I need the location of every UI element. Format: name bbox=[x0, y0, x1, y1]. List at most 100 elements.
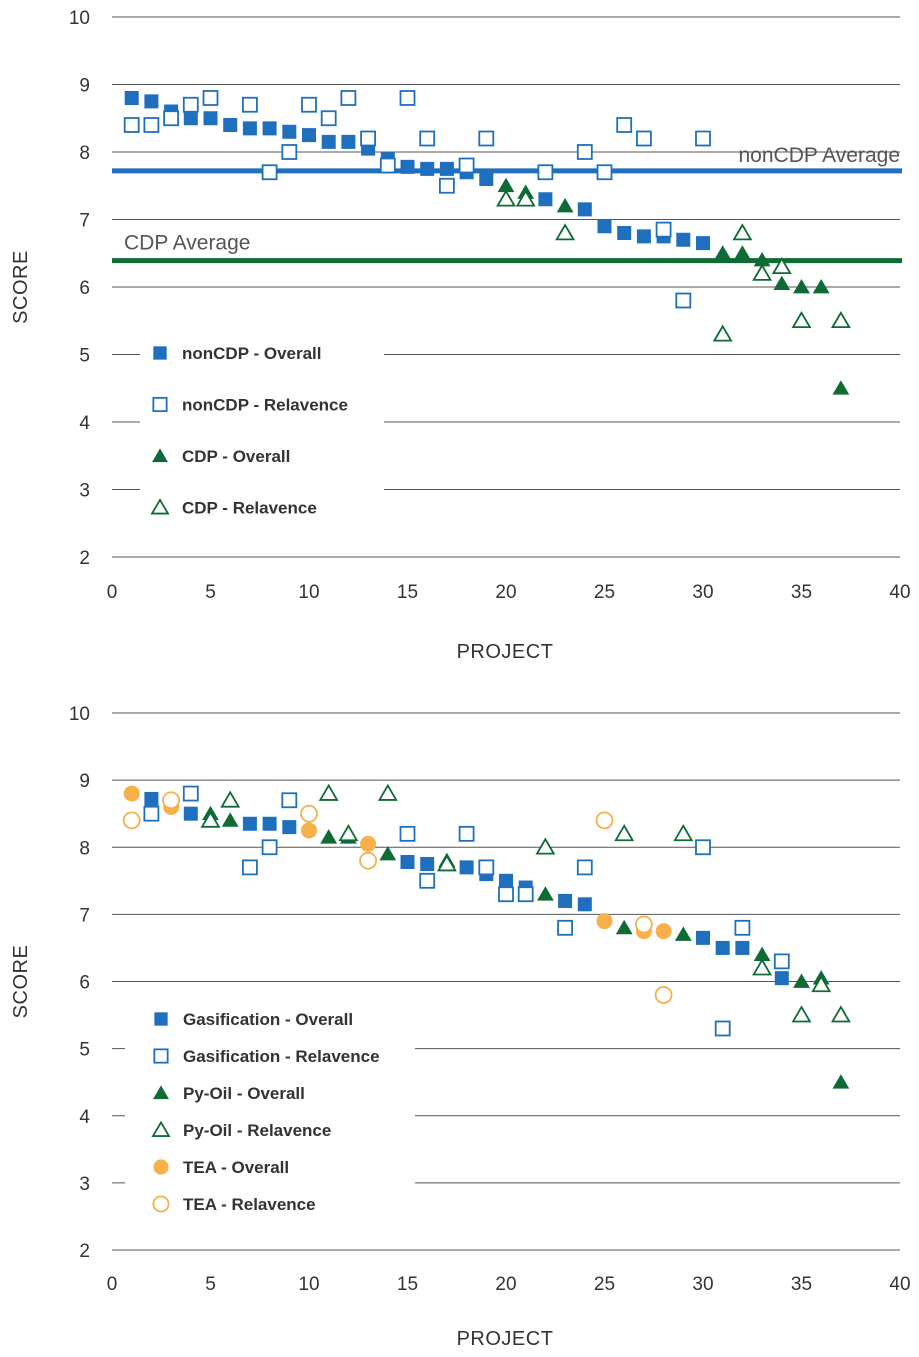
chart1-point-cdp-overall-9 bbox=[812, 279, 830, 294]
chart1-point-cdp-overall-1 bbox=[497, 177, 515, 193]
chart2-x-tick-10: 10 bbox=[298, 1274, 319, 1295]
chart1-legend-marker-cdp-relavence bbox=[150, 498, 170, 515]
chart2-point-gasification-overall-13 bbox=[577, 897, 592, 912]
chart1-point-noncdp-relavence-19 bbox=[537, 164, 554, 181]
chart2-point-gasification-relavence-14 bbox=[695, 839, 711, 856]
chart1-legend: nonCDP - Overall nonCDP - Relavence CDP - … bbox=[150, 344, 348, 518]
chart2-x-tick-15: 15 bbox=[397, 1274, 418, 1295]
chart2-point-gasification-relavence-11 bbox=[517, 886, 534, 903]
chart1-x-tick-20: 20 bbox=[495, 582, 516, 603]
chart2-point-py-oil-overall-9 bbox=[674, 926, 692, 941]
chart1-point-noncdp-relavence-6 bbox=[241, 96, 258, 113]
chart2-point-py-oil-relavence-12 bbox=[811, 975, 832, 993]
chart1-y-tick-10: 10 bbox=[69, 8, 90, 29]
chart-project-scores-technology: 2 3 4 5 6 7 8 9 10 0 5 10 15 20 25 30 35 40 PROJECT SCORE Ga… bbox=[10, 704, 911, 1350]
chart2-point-gasification-overall-15 bbox=[715, 940, 730, 955]
chart2-point-tea-relavence-7 bbox=[654, 986, 673, 1004]
chart1-y-tick-4: 4 bbox=[79, 413, 90, 434]
chart2-point-gasification-relavence-8 bbox=[458, 825, 475, 842]
chart2-point-tea-relavence-4 bbox=[359, 851, 378, 870]
chart2-point-py-oil-overall-11 bbox=[793, 973, 810, 988]
chart1-point-noncdp-relavence-3 bbox=[163, 110, 180, 127]
chart2-point-py-oil-relavence-10 bbox=[752, 958, 773, 976]
chart1-point-noncdp-overall-15 bbox=[400, 159, 415, 174]
chart2-point-gasification-relavence-7 bbox=[419, 872, 436, 889]
chart2-x-tick-20: 20 bbox=[495, 1274, 516, 1295]
chart2-point-py-oil-overall-5 bbox=[379, 845, 397, 861]
chart2-point-gasification-overall-16 bbox=[735, 940, 750, 955]
chart1-point-cdp-overall-8 bbox=[793, 279, 810, 294]
chart2-point-py-oil-relavence-4 bbox=[338, 824, 359, 842]
chart1-point-noncdp-relavence-25 bbox=[675, 292, 692, 309]
chart1-point-noncdp-overall-1 bbox=[124, 91, 139, 105]
chart1-x-axis-label: PROJECT bbox=[457, 641, 554, 663]
chart2-legend-label-gasification-relavence: Gasification - Relavence bbox=[183, 1047, 380, 1066]
chart1-point-noncdp-relavence-20 bbox=[576, 144, 593, 160]
chart2-legend-label-py-oil-relavence: Py-Oil - Relavence bbox=[183, 1121, 331, 1140]
chart2-point-gasification-relavence-15 bbox=[714, 1020, 731, 1037]
chart1-point-noncdp-relavence-21 bbox=[596, 164, 613, 181]
chart2-point-py-oil-overall-7 bbox=[537, 886, 554, 901]
chart2-point-gasification-overall-1 bbox=[144, 791, 159, 806]
chart2-point-gasification-overall-6 bbox=[400, 855, 415, 870]
chart1-point-noncdp-relavence-4 bbox=[182, 96, 199, 113]
chart2-y-tick-4: 4 bbox=[79, 1107, 90, 1128]
chart2-legend-marker-gasification-overall bbox=[154, 1012, 168, 1026]
chart1-point-cdp-relavence-6 bbox=[752, 263, 773, 281]
chart2-legend-marker-tea-overall bbox=[153, 1159, 169, 1175]
chart1-point-noncdp-overall-26 bbox=[676, 232, 691, 247]
chart1-y-tick-3: 3 bbox=[79, 481, 90, 502]
chart2-x-tick-35: 35 bbox=[791, 1274, 812, 1295]
chart2-point-gasification-relavence-10 bbox=[498, 886, 514, 903]
chart1-point-noncdp-overall-24 bbox=[636, 229, 651, 244]
chart1-series-cdp-overall bbox=[497, 177, 850, 395]
chart2-point-gasification-relavence-1 bbox=[143, 805, 160, 822]
chart2-point-tea-relavence-2 bbox=[162, 791, 181, 810]
chart2-point-gasification-relavence-6 bbox=[399, 825, 416, 842]
chart1-point-noncdp-relavence-10 bbox=[320, 110, 337, 127]
chart2-legend-label-py-oil-overall: Py-Oil - Overall bbox=[183, 1084, 305, 1103]
chart2-legend-marker-py-oil-overall bbox=[153, 1085, 169, 1100]
chart2-legend-label-tea-relavence: TEA - Relavence bbox=[183, 1195, 316, 1214]
chart2-point-tea-relavence-6 bbox=[635, 915, 653, 934]
chart2-point-gasification-overall-14 bbox=[696, 930, 710, 945]
chart-project-scores-cdp: 2 3 4 5 6 7 8 9 10 0 5 10 15 20 25 30 35 40 PROJECT SCORE no… bbox=[10, 8, 911, 663]
chart2-point-gasification-relavence-9 bbox=[478, 859, 495, 876]
chart2-point-gasification-overall-10 bbox=[499, 873, 513, 888]
chart1-legend-marker-noncdp-relavence bbox=[152, 396, 168, 413]
chart1-point-noncdp-overall-6 bbox=[223, 118, 238, 132]
chart2-point-tea-overall-7 bbox=[655, 923, 672, 940]
chart2-point-py-oil-overall-3 bbox=[320, 829, 338, 844]
chart1-point-cdp-relavence-7 bbox=[771, 256, 792, 275]
chart1-point-cdp-overall-7 bbox=[773, 275, 791, 291]
chart2-y-tick-10: 10 bbox=[69, 704, 90, 725]
chart1-point-cdp-relavence-9 bbox=[830, 310, 851, 329]
chart1-point-noncdp-overall-11 bbox=[321, 134, 336, 149]
chart1-point-cdp-relavence-2 bbox=[515, 189, 536, 207]
chart2-x-axis-label: PROJECT bbox=[457, 1328, 554, 1350]
chart2-point-tea-relavence-5 bbox=[595, 811, 614, 830]
chart1-point-noncdp-overall-10 bbox=[302, 128, 316, 143]
chart2-point-py-oil-relavence-11 bbox=[791, 1005, 812, 1023]
chart2-point-gasification-relavence-5 bbox=[281, 792, 298, 809]
chart1-series-noncdp-relavence bbox=[123, 90, 711, 309]
chart1-x-tick-40: 40 bbox=[889, 582, 910, 603]
chart1-point-noncdp-relavence-9 bbox=[301, 96, 317, 113]
chart2-y-tick-3: 3 bbox=[79, 1174, 90, 1195]
chart1-point-noncdp-relavence-18 bbox=[478, 130, 495, 147]
chart1-point-noncdp-relavence-2 bbox=[143, 117, 160, 133]
chart1-point-noncdp-overall-2 bbox=[144, 94, 159, 109]
chart1-point-noncdp-overall-19 bbox=[479, 172, 494, 186]
chart1-point-noncdp-overall-8 bbox=[262, 121, 277, 136]
chart1-x-tick-15: 15 bbox=[397, 582, 418, 603]
chart2-y-tick-8: 8 bbox=[79, 838, 90, 859]
chart1-y-tick-6: 6 bbox=[79, 278, 90, 299]
chart2-legend-marker-py-oil-relavence bbox=[151, 1120, 171, 1137]
chart2-point-gasification-overall-8 bbox=[459, 860, 474, 875]
chart2-point-py-oil-overall-13 bbox=[832, 1074, 850, 1089]
chart1-point-cdp-relavence-4 bbox=[712, 324, 733, 342]
chart1-point-cdp-overall-4 bbox=[714, 245, 732, 260]
chart2-legend: Gasification - Overall Gasification - Rel… bbox=[151, 1010, 380, 1214]
chart1-x-tick-5: 5 bbox=[205, 582, 216, 603]
